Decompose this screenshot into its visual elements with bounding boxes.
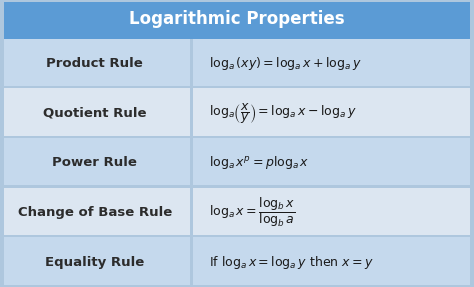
Bar: [193, 237, 470, 285]
Text: $\log_{a}x = \dfrac{\log_{b}x}{\log_{b}a}$: $\log_{a}x = \dfrac{\log_{b}x}{\log_{b}a…: [209, 195, 295, 230]
Bar: [4, 237, 190, 285]
Bar: [4, 138, 190, 185]
Text: Quotient Rule: Quotient Rule: [43, 107, 146, 120]
Text: Equality Rule: Equality Rule: [45, 256, 145, 269]
Bar: [193, 88, 470, 136]
Bar: [193, 138, 470, 185]
Bar: [4, 188, 190, 235]
Bar: [4, 88, 190, 136]
Bar: [193, 188, 470, 235]
Bar: [4, 39, 190, 86]
Text: Product Rule: Product Rule: [46, 57, 143, 70]
Text: $\mathrm{If}\ \log_{a}x = \log_{a}y\ \mathrm{then}\ x = y$: $\mathrm{If}\ \log_{a}x = \log_{a}y\ \ma…: [209, 254, 374, 271]
Text: Logarithmic Properties: Logarithmic Properties: [129, 10, 345, 28]
Text: Power Rule: Power Rule: [52, 156, 137, 169]
Text: $\log_{a}(xy) = \log_{a}x+\log_{a}y$: $\log_{a}(xy) = \log_{a}x+\log_{a}y$: [209, 55, 362, 72]
Text: Change of Base Rule: Change of Base Rule: [18, 206, 172, 219]
Text: $\log_{a}x^{p} = p\log_{a}x$: $\log_{a}x^{p} = p\log_{a}x$: [209, 154, 309, 171]
Bar: [4, 2, 470, 39]
Text: $\log_{a}\!\left(\dfrac{x}{y}\right) = \log_{a}x - \log_{a}y$: $\log_{a}\!\left(\dfrac{x}{y}\right) = \…: [209, 101, 356, 126]
Bar: [193, 39, 470, 86]
